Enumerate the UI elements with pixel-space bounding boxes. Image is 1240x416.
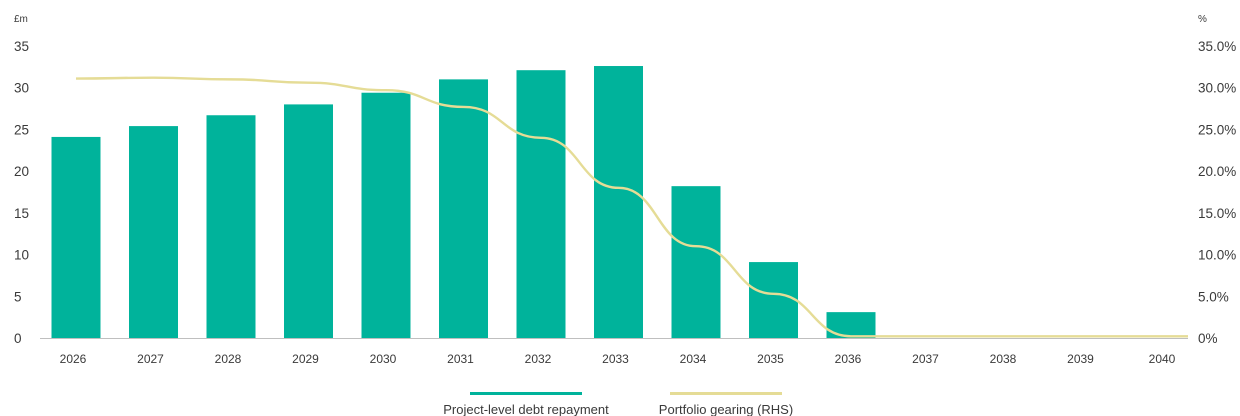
x-tick-label: 2040 <box>1149 352 1176 366</box>
bar-2026 <box>51 136 101 338</box>
x-tick-label: 2027 <box>137 352 164 366</box>
right-tick-label: 5.0% <box>1198 289 1229 304</box>
legend-label-portfolio-gearing: Portfolio gearing (RHS) <box>659 402 793 416</box>
left-tick-label: 20 <box>14 164 29 179</box>
legend-label-debt-repayment: Project-level debt repayment <box>443 402 609 416</box>
right-tick-label: 25.0% <box>1198 122 1236 137</box>
x-tick-label: 2038 <box>990 352 1017 366</box>
bar-2035 <box>749 262 798 338</box>
right-tick-label: 20.0% <box>1198 164 1236 179</box>
x-tick-label: 2036 <box>835 352 862 366</box>
x-tick-label: 2030 <box>370 352 397 366</box>
x-axis-ticks: 2026 2027 2028 2029 2030 2031 2032 2033 2034 2035… <box>60 352 1176 366</box>
x-tick-label: 2031 <box>447 352 474 366</box>
right-tick-label: 30.0% <box>1198 81 1236 96</box>
x-tick-label: 2035 <box>757 352 784 366</box>
bar-2033 <box>594 66 643 338</box>
x-tick-label: 2026 <box>60 352 87 366</box>
bar-2030 <box>361 92 411 338</box>
left-tick-label: 25 <box>14 122 29 137</box>
bar-series-group <box>51 66 876 339</box>
right-axis-ticks: 0% 5.0% 10.0% 15.0% 20.0% 25.0% 30.0% 35.0% <box>1198 39 1236 346</box>
left-tick-label: 15 <box>14 206 29 221</box>
left-tick-label: 5 <box>14 289 22 304</box>
bar-2029 <box>284 104 333 339</box>
right-tick-label: 35.0% <box>1198 39 1236 54</box>
x-tick-label: 2028 <box>215 352 242 366</box>
left-axis-unit: £m <box>14 14 28 25</box>
left-axis-ticks: 0 5 10 15 20 25 30 35 <box>14 39 29 346</box>
left-tick-label: 10 <box>14 248 29 263</box>
x-tick-label: 2039 <box>1067 352 1094 366</box>
x-tick-label: 2033 <box>602 352 629 366</box>
bar-2031 <box>439 79 488 338</box>
x-tick-label: 2037 <box>912 352 939 366</box>
gearing-line <box>75 76 1188 338</box>
x-tick-label: 2032 <box>525 352 552 366</box>
right-tick-label: 15.0% <box>1198 206 1236 221</box>
right-tick-label: 0% <box>1198 331 1218 346</box>
legend: Project-level debt repayment Portfolio g… <box>443 392 793 416</box>
bar-2032 <box>516 70 566 339</box>
right-tick-label: 10.0% <box>1198 248 1236 263</box>
x-tick-label: 2029 <box>292 352 319 366</box>
bar-2028 <box>206 115 256 338</box>
bar-2027 <box>129 126 178 338</box>
x-tick-label: 2034 <box>680 352 707 366</box>
left-tick-label: 35 <box>14 39 29 54</box>
left-tick-label: 0 <box>14 331 22 346</box>
bar-2034 <box>671 186 721 338</box>
right-axis-unit: % <box>1198 14 1207 25</box>
left-tick-label: 30 <box>14 81 29 96</box>
